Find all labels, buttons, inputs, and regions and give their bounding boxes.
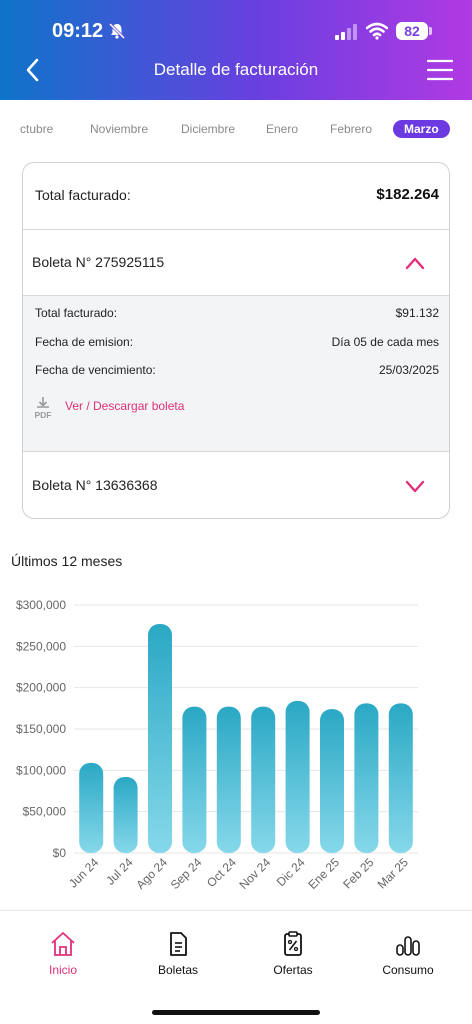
chart-bar-nov-24 bbox=[251, 706, 276, 853]
signal-icon bbox=[335, 24, 357, 40]
chart-bar-jul-24 bbox=[113, 776, 138, 853]
total-label: Total facturado: bbox=[35, 187, 131, 203]
detail-label: Fecha de vencimiento: bbox=[35, 363, 156, 377]
y-tick-label: $200,000 bbox=[16, 681, 66, 695]
x-tick-label: Jul 24 bbox=[103, 855, 136, 888]
y-tick-label: $250,000 bbox=[16, 639, 66, 653]
month-tab-octubre[interactable]: ctubre bbox=[20, 122, 54, 136]
tab-label: Boletas bbox=[157, 963, 199, 977]
home-icon bbox=[51, 932, 75, 956]
month-tab-diciembre[interactable]: Diciembre bbox=[181, 122, 236, 136]
chart-bar-oct-24 bbox=[216, 706, 241, 853]
tab-label: Ofertas bbox=[273, 963, 313, 977]
detail-value: Día 05 de cada mes bbox=[331, 335, 439, 349]
detail-value: $91.132 bbox=[395, 306, 439, 320]
svg-text:PDF: PDF bbox=[35, 410, 52, 420]
chart-bar-jun-24 bbox=[79, 762, 104, 853]
tab-consumo[interactable]: Consumo bbox=[363, 931, 453, 977]
chevron-up-icon[interactable] bbox=[405, 256, 425, 270]
month-tab-marzo[interactable]: Marzo bbox=[393, 120, 450, 138]
detail-label: Total facturado: bbox=[35, 306, 118, 320]
home-indicator bbox=[152, 1010, 320, 1015]
month-tab-enero[interactable]: Enero bbox=[266, 122, 299, 136]
pdf-download-icon[interactable]: PDF bbox=[33, 396, 53, 420]
chart-title: Últimos 12 meses bbox=[11, 553, 123, 569]
y-tick-label: $100,000 bbox=[16, 763, 66, 777]
tab-ofertas[interactable]: Ofertas bbox=[248, 931, 338, 977]
total-row: Total facturado: $182.264 bbox=[23, 163, 449, 230]
boleta-row-2[interactable]: Boleta N° 13636368 bbox=[23, 453, 449, 518]
y-tick-label: $300,000 bbox=[16, 598, 66, 612]
x-tick-label: Mar 25 bbox=[375, 855, 412, 892]
detail-label: Fecha de emision: bbox=[35, 335, 134, 349]
x-tick-label: Nov 24 bbox=[237, 855, 274, 892]
clipboard-percent-icon bbox=[284, 931, 302, 956]
y-tick-label: $0 bbox=[53, 846, 67, 860]
total-value: $182.264 bbox=[376, 186, 439, 203]
bell-off-icon bbox=[108, 22, 126, 40]
download-boleta-link[interactable]: Ver / Descargar boleta bbox=[65, 399, 185, 413]
wifi-icon bbox=[366, 22, 388, 40]
battery-icon: 82 bbox=[396, 22, 428, 40]
chart-bar-dic-24 bbox=[285, 700, 310, 853]
app-header: 09:12 82 Detalle de facturación bbox=[0, 0, 472, 100]
tab-label: Inicio bbox=[48, 963, 77, 977]
boleta-label: Boleta N° 13636368 bbox=[32, 477, 158, 493]
detail-row-emision: Fecha de emision: Día 05 de cada mes bbox=[35, 335, 439, 349]
bottom-tab-bar: Inicio Boletas Ofertas Consumo bbox=[0, 910, 472, 1024]
document-icon bbox=[170, 932, 187, 956]
x-tick-label: Oct 24 bbox=[204, 855, 239, 890]
tab-label: Consumo bbox=[382, 963, 434, 977]
chart-bar-ene-25 bbox=[320, 709, 344, 853]
boleta-details: Total facturado: $91.132 Fecha de emisio… bbox=[23, 295, 449, 452]
detail-row-total: Total facturado: $91.132 bbox=[35, 306, 439, 320]
bar-chart-icon bbox=[396, 936, 420, 956]
chart-bar-sep-24 bbox=[182, 706, 207, 853]
billing-card: Total facturado: $182.264 Boleta N° 2759… bbox=[22, 162, 450, 519]
detail-value: 25/03/2025 bbox=[378, 363, 439, 377]
x-tick-label: Jun 24 bbox=[66, 855, 102, 891]
x-tick-label: Dic 24 bbox=[274, 855, 308, 889]
boleta-row-1[interactable]: Boleta N° 275925115 bbox=[23, 230, 449, 296]
tab-boletas[interactable]: Boletas bbox=[133, 931, 223, 977]
month-selector[interactable]: ctubre Noviembre Diciembre Enero Febrero… bbox=[0, 118, 472, 142]
y-tick-label: $50,000 bbox=[23, 805, 67, 819]
y-tick-label: $150,000 bbox=[16, 722, 66, 736]
chart-bar-ago-24 bbox=[148, 624, 172, 853]
chevron-down-icon[interactable] bbox=[405, 479, 425, 493]
billing-bar-chart: $0 $50,000 $100,000 $150,000 $200,000 $250,00… bbox=[16, 598, 418, 892]
month-tab-noviembre[interactable]: Noviembre bbox=[90, 122, 149, 136]
tab-inicio[interactable]: Inicio bbox=[18, 931, 108, 977]
chevron-left-icon[interactable] bbox=[20, 56, 46, 84]
x-tick-label: Ene 25 bbox=[305, 855, 342, 892]
x-tick-label: Feb 25 bbox=[340, 855, 377, 892]
battery-tip bbox=[429, 27, 432, 35]
page-title: Detalle de facturación bbox=[153, 60, 319, 79]
detail-row-vencimiento: Fecha de vencimiento: 25/03/2025 bbox=[35, 363, 439, 377]
hamburger-menu-icon[interactable] bbox=[427, 58, 453, 82]
status-time: 09:12 bbox=[52, 20, 104, 42]
boleta-label: Boleta N° 275925115 bbox=[32, 254, 165, 270]
chart-bar-mar-25 bbox=[388, 703, 413, 853]
x-tick-label: Ago 24 bbox=[133, 855, 170, 892]
x-tick-label: Sep 24 bbox=[168, 855, 205, 892]
month-tab-febrero[interactable]: Febrero bbox=[330, 122, 373, 136]
chart-bar-feb-25 bbox=[354, 703, 379, 853]
